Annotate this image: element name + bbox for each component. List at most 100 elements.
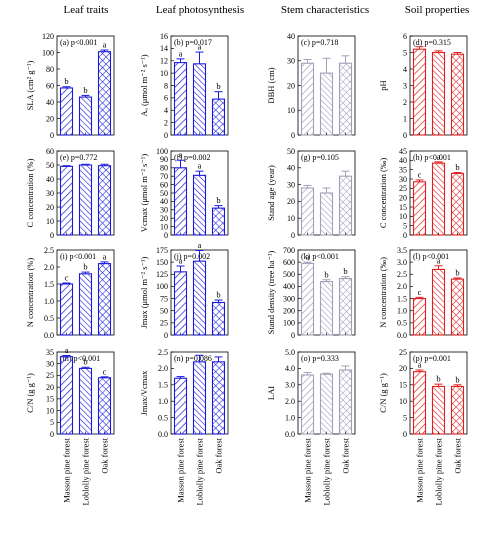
y-tick-label: 60 [46,81,54,90]
panel-label: (j) p=0.002 [174,252,210,261]
panel-i: 0.0 0.5 1.0 1.5 2.0 2.5 N concentration (%) (i)… [25,246,115,340]
y-tick-label: 35 [399,165,407,174]
y-tick-label: 0 [164,131,168,140]
y-tick-label: 50 [160,189,168,198]
bar-oak-forest [97,377,112,435]
y-tick-label: 50 [46,161,54,170]
bar-masson-pine-forest [59,87,74,136]
column-title-leaf-traits: Leaf traits [64,4,109,16]
bar-loblolly-pine-forest [192,63,207,136]
y-tick-label: 4 [403,65,407,74]
significance-letter: a [179,256,183,266]
panel-label: (d) p=0.315 [413,38,451,47]
y-tick-label: 3 [403,81,407,90]
bar-oak-forest [97,165,112,236]
bar-loblolly-pine-forest [192,361,207,435]
y-tick-label: 20 [399,193,407,202]
panel-label: (h) p<0.001 [413,153,451,162]
bar-loblolly-pine-forest [192,260,207,336]
y-tick-label: 10 [287,214,295,223]
y-tick-label: 2 [403,98,407,107]
y-tick-label: 30 [399,175,407,184]
bar-loblolly-pine-forest [78,367,93,435]
y-tick-label: 500 [283,270,295,279]
bar-oak-forest [211,361,226,435]
y-tick-label: 100 [283,319,295,328]
y-tick-label: 1.0 [397,307,407,316]
bar-loblolly-pine-forest [319,72,334,136]
bar-loblolly-pine-forest [431,51,446,136]
y-tick-label: 0 [164,331,168,340]
bar-oak-forest [211,98,226,136]
panel-label: (c) p=0.718 [301,38,338,47]
y-tick-label: 0 [403,131,407,140]
bar-loblolly-pine-forest [192,174,207,236]
y-tick-label: 80 [46,65,54,74]
y-tick-label: 0.0 [158,430,168,439]
category-label: Loblolly pine forest [322,437,332,505]
y-tick-label: 30 [160,206,168,215]
bar-masson-pine-forest [300,374,315,435]
y-tick-label: 1.5 [158,381,168,390]
bar-oak-forest [338,369,353,435]
y-tick-label: 1.0 [285,413,295,422]
y-axis-label: Stand density (tree ha⁻¹) [266,250,276,334]
y-tick-label: 0.0 [285,430,295,439]
significance-letter: a [198,240,202,250]
column-title-leaf-photosynthesis: Leaf photosynthesis [156,4,244,16]
y-tick-label: 0.5 [397,319,407,328]
panel-label: (a) p<0.001 [60,38,97,47]
bar-oak-forest [97,51,112,136]
y-axis-label: SLA (cm² g⁻¹) [25,60,35,110]
bar-masson-pine-forest [412,48,427,136]
y-tick-label: 2.0 [397,282,407,291]
column-title-soil-properties: Soil properties [405,4,469,16]
y-tick-label: 40 [46,98,54,107]
panel-a: 0 20 40 60 80 100 120 SLA (cm² g⁻¹) (a) p<0.001 b… [25,32,115,140]
y-tick-label: 0 [50,131,54,140]
category-label: Oak forest [214,437,224,473]
bar-masson-pine-forest [300,262,315,336]
y-tick-label: 90 [160,155,168,164]
y-tick-label: 175 [156,246,168,255]
y-tick-label: 25 [46,371,54,380]
bar-masson-pine-forest [59,165,74,236]
panel-label: (m) p<0.001 [60,354,100,363]
panel-l: 0.0 0.5 1.0 1.5 2.0 2.5 3.0 3.5 N concentration … [378,246,468,340]
bar-loblolly-pine-forest [78,96,93,136]
y-tick-label: 10 [287,106,295,115]
bar-oak-forest [450,172,465,236]
y-tick-label: 700 [283,246,295,255]
y-tick-label: 4.0 [285,364,295,373]
y-tick-label: 6 [403,32,407,41]
y-tick-label: 20 [46,203,54,212]
panel-e: 0 10 20 30 40 50 60 C concentration (%) (e) p=0.… [25,147,115,240]
significance-letter: a [306,252,310,262]
bar-oak-forest [450,278,465,336]
y-tick-label: 20 [46,383,54,392]
bar-masson-pine-forest [412,181,427,236]
y-tick-label: 10 [46,406,54,415]
y-axis-label: Jmax/Vcmax [139,370,149,416]
y-tick-label: 2.5 [44,246,54,255]
bar-oak-forest [211,207,226,236]
significance-letter: b [455,267,459,277]
category-label: Masson pine forest [415,437,425,502]
y-tick-label: 30 [46,189,54,198]
y-axis-label: N concentration (‰) [378,257,388,328]
y-tick-label: 4 [164,106,168,115]
y-tick-label: 20 [287,197,295,206]
y-tick-label: 3.0 [285,381,295,390]
significance-letter: a [179,150,183,160]
bar-masson-pine-forest [173,271,188,336]
significance-letter: b [83,357,87,367]
y-tick-label: 5 [403,48,407,57]
significance-letter: a [179,48,183,58]
y-tick-label: 0.5 [158,413,168,422]
y-tick-label: 25 [399,348,407,357]
y-axis-label: Jmax (μmol m⁻² s⁻¹) [139,256,149,328]
y-tick-label: 2.0 [158,364,168,373]
column-title-stem-characteristics: Stem characteristics [281,4,369,16]
